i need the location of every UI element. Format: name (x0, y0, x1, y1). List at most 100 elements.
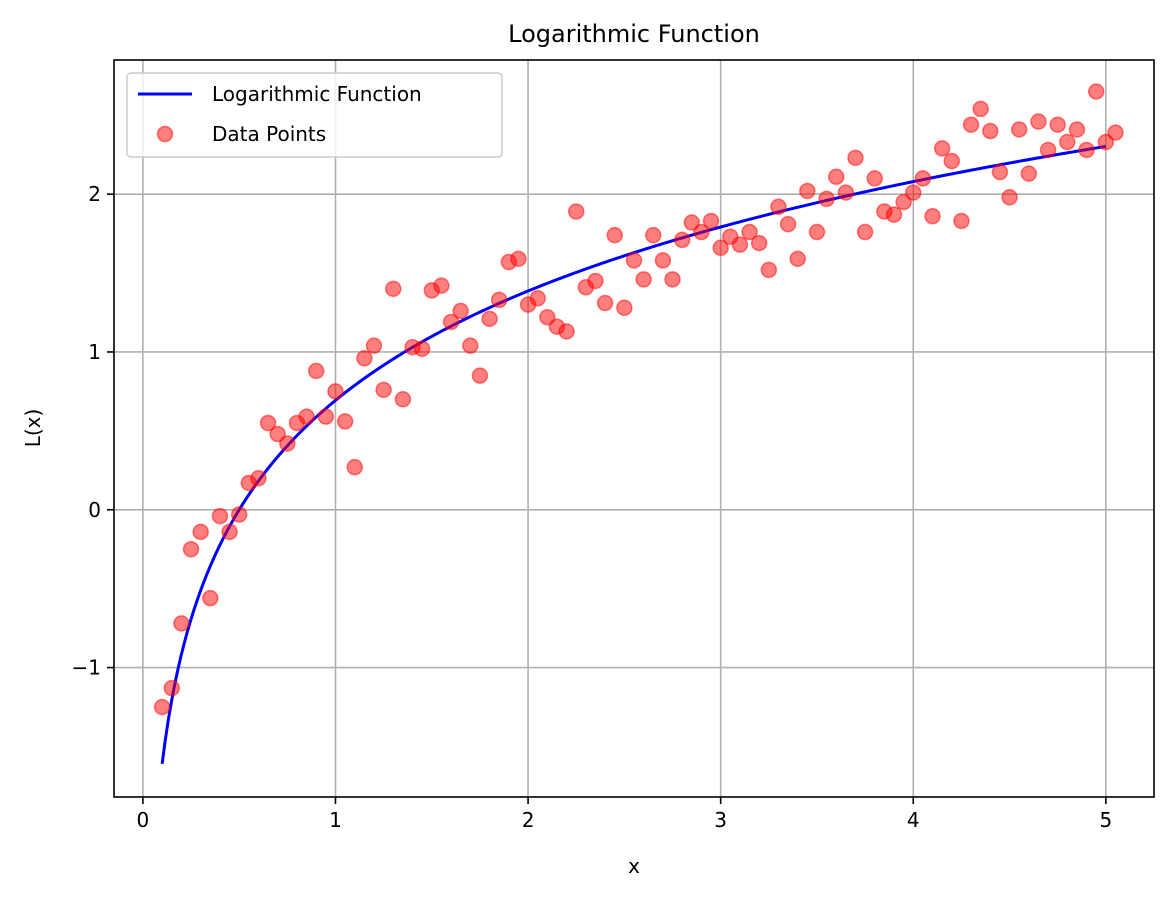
y-tick-label: 0 (88, 498, 101, 522)
x-axis-ticks: 0 1 2 3 4 5 (137, 797, 1112, 832)
data-point (712, 239, 729, 257)
legend-marker-swatch (156, 125, 174, 143)
data-point (567, 203, 585, 220)
data-point (259, 414, 277, 432)
data-point (192, 523, 209, 541)
legend: Logarithmic Function Data Points (126, 72, 503, 158)
data-point (779, 215, 797, 233)
data-point (924, 207, 941, 225)
x-tick-label: 4 (907, 808, 920, 832)
data-point (847, 149, 864, 167)
data-point (433, 277, 450, 294)
data-point (1078, 141, 1095, 159)
data-point (799, 182, 816, 200)
data-point (202, 589, 219, 607)
data-point (346, 458, 363, 476)
data-point (307, 362, 325, 380)
legend-label-line: Logarithmic Function (212, 82, 422, 106)
data-point (972, 100, 989, 118)
x-tick-label: 5 (1099, 808, 1112, 832)
data-point (1030, 113, 1047, 130)
data-point (616, 299, 633, 317)
data-point (163, 679, 181, 697)
data-point (905, 184, 922, 201)
data-point (558, 323, 575, 340)
data-point (452, 302, 469, 320)
data-point (1049, 116, 1066, 133)
data-point (1059, 133, 1076, 151)
data-point (606, 226, 623, 244)
data-point (953, 212, 970, 230)
data-point (394, 391, 412, 408)
data-point (1039, 141, 1057, 159)
data-point (982, 122, 999, 140)
x-axis-label: x (628, 854, 640, 878)
data-point (442, 313, 460, 331)
legend-label-points: Data Points (212, 122, 326, 146)
data-point (1107, 124, 1124, 141)
data-point (587, 272, 604, 290)
data-point (991, 163, 1009, 181)
data-point (962, 116, 980, 133)
data-point (943, 152, 961, 170)
data-point (664, 271, 681, 288)
data-point (635, 271, 652, 288)
x-tick-label: 1 (329, 808, 342, 832)
data-point (327, 383, 344, 400)
points-layer (153, 83, 1124, 716)
data-point (693, 223, 710, 241)
data-point (510, 250, 527, 268)
x-tick-label: 0 (137, 808, 150, 832)
chart-title: Logarithmic Function (508, 20, 760, 48)
data-point (702, 212, 720, 230)
data-point (481, 310, 498, 328)
data-point (731, 236, 749, 253)
data-point (336, 413, 354, 430)
y-tick-label: 1 (88, 340, 101, 364)
data-point (490, 291, 508, 309)
data-point (317, 408, 335, 425)
data-point (827, 168, 845, 186)
legend-box (126, 72, 503, 158)
grid (114, 60, 1154, 797)
data-point (933, 140, 951, 157)
data-point (173, 615, 190, 632)
data-point (211, 507, 229, 525)
data-point (250, 469, 267, 487)
y-axis-ticks: −1 0 1 2 (72, 182, 114, 680)
y-tick-label: 2 (88, 182, 101, 206)
x-tick-label: 3 (714, 808, 727, 832)
data-point (298, 408, 315, 425)
data-point (413, 340, 431, 358)
data-point (654, 252, 672, 269)
data-point (529, 290, 546, 307)
x-tick-label: 2 (522, 808, 535, 832)
y-axis-label: L(x) (21, 409, 45, 448)
data-point (741, 223, 758, 241)
data-point (750, 234, 768, 252)
data-point (770, 198, 787, 216)
data-point (856, 223, 874, 241)
data-point (365, 337, 383, 354)
data-point (471, 367, 489, 384)
data-point (356, 350, 373, 367)
data-point (221, 523, 238, 541)
data-point (230, 506, 248, 523)
data-point (866, 170, 883, 187)
data-point (673, 231, 691, 249)
data-point (1001, 189, 1018, 206)
y-tick-label: −1 (72, 656, 101, 680)
data-point (1020, 165, 1038, 182)
data-point (808, 223, 826, 241)
data-point (625, 252, 643, 269)
data-point (1087, 83, 1105, 100)
data-point (375, 381, 392, 399)
data-point (1010, 121, 1028, 138)
data-point (385, 280, 402, 298)
data-point (596, 294, 614, 312)
data-point (837, 184, 855, 201)
data-point (279, 435, 296, 452)
data-point (1068, 121, 1086, 138)
data-point (760, 261, 778, 279)
